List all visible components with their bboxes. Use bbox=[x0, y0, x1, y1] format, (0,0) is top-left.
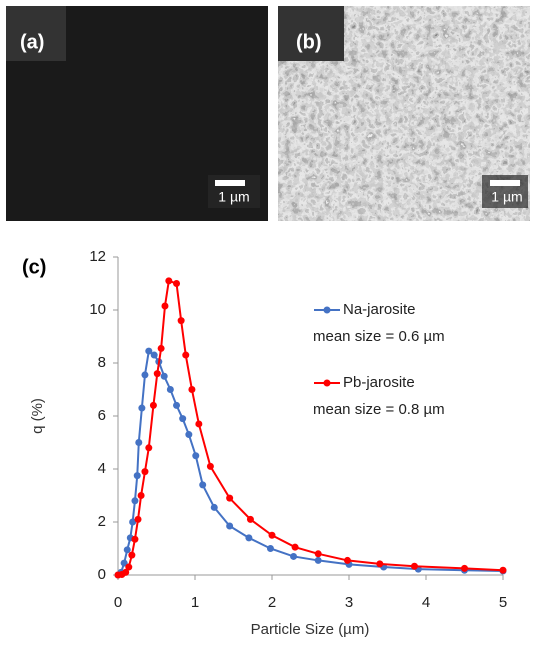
sem-image-a: (a) 1 µm bbox=[6, 6, 268, 221]
panel-label: (a) bbox=[20, 31, 44, 53]
data-point bbox=[129, 518, 137, 526]
sem-image-b: (b) 1 µm bbox=[278, 6, 530, 221]
data-point bbox=[141, 468, 149, 476]
data-point bbox=[122, 568, 130, 576]
x-tick-label: 3 bbox=[345, 594, 353, 611]
data-point bbox=[161, 302, 169, 310]
data-point bbox=[141, 371, 149, 379]
annotation: mean size = 0.6 µm bbox=[313, 328, 445, 345]
data-point bbox=[149, 401, 157, 409]
data-point bbox=[123, 546, 131, 554]
data-point bbox=[125, 563, 133, 571]
x-tick-label: 2 bbox=[268, 594, 276, 611]
scale-bar bbox=[490, 180, 520, 186]
data-point bbox=[131, 497, 139, 505]
series-line bbox=[117, 349, 504, 576]
panel-label: (c) bbox=[22, 256, 46, 278]
panel-label: (b) bbox=[296, 31, 322, 53]
y-tick-label: 8 bbox=[98, 354, 106, 371]
data-point bbox=[137, 492, 145, 499]
y-tick-label: 10 bbox=[89, 301, 106, 318]
data-point bbox=[145, 347, 153, 355]
data-point bbox=[210, 503, 218, 511]
x-tick-label: 0 bbox=[114, 594, 122, 611]
data-point bbox=[499, 566, 507, 574]
x-tick-label: 5 bbox=[499, 594, 507, 611]
data-point bbox=[314, 550, 322, 558]
data-point bbox=[188, 386, 196, 393]
data-point bbox=[133, 472, 141, 480]
legend-label: Na-jarosite bbox=[343, 301, 416, 318]
x-tick-label: 1 bbox=[191, 594, 199, 611]
data-point bbox=[173, 280, 181, 287]
data-point bbox=[314, 556, 322, 564]
data-point bbox=[166, 386, 174, 393]
data-point bbox=[199, 481, 207, 489]
data-point bbox=[461, 564, 468, 572]
data-point bbox=[179, 415, 187, 423]
data-point bbox=[246, 515, 254, 523]
legend-swatch bbox=[323, 379, 331, 387]
y-axis-label: q (%) bbox=[29, 398, 46, 434]
y-tick-label: 0 bbox=[98, 566, 106, 583]
data-point bbox=[266, 545, 274, 552]
data-point bbox=[226, 494, 234, 502]
x-axis-label: Particle Size (µm) bbox=[251, 621, 370, 638]
data-point bbox=[150, 351, 158, 359]
y-tick-label: 2 bbox=[98, 513, 106, 530]
data-point bbox=[153, 370, 161, 378]
x-tick-label: 4 bbox=[422, 594, 430, 611]
data-point bbox=[157, 344, 165, 352]
data-point bbox=[268, 531, 276, 539]
y-tick-label: 6 bbox=[98, 407, 106, 424]
series-line bbox=[117, 279, 504, 576]
data-point bbox=[291, 543, 299, 551]
data-point bbox=[343, 556, 351, 564]
data-point bbox=[410, 562, 418, 570]
legend-label: Pb-jarosite bbox=[343, 374, 415, 391]
data-point bbox=[226, 522, 234, 530]
data-point bbox=[145, 444, 153, 452]
data-point bbox=[206, 462, 214, 470]
data-point bbox=[290, 552, 298, 560]
scale-bar bbox=[215, 180, 245, 186]
data-point bbox=[138, 404, 146, 412]
data-point bbox=[376, 560, 384, 568]
data-point bbox=[120, 559, 128, 567]
data-point bbox=[245, 534, 253, 542]
data-point bbox=[134, 515, 142, 523]
data-point bbox=[195, 420, 203, 428]
data-point bbox=[128, 551, 136, 559]
scale-bar-label: 1 µm bbox=[491, 189, 522, 205]
data-point bbox=[131, 535, 139, 543]
y-tick-label: 12 bbox=[89, 248, 106, 265]
data-point bbox=[185, 431, 193, 439]
data-point bbox=[173, 401, 181, 409]
data-point bbox=[135, 439, 143, 446]
data-point bbox=[160, 372, 168, 380]
scale-bar-label: 1 µm bbox=[218, 189, 249, 205]
data-point bbox=[182, 351, 190, 359]
data-point bbox=[165, 277, 173, 285]
annotation: mean size = 0.8 µm bbox=[313, 401, 445, 418]
y-tick-label: 4 bbox=[98, 460, 106, 477]
data-point bbox=[177, 317, 185, 325]
legend-swatch bbox=[323, 306, 331, 314]
data-point bbox=[192, 452, 200, 460]
